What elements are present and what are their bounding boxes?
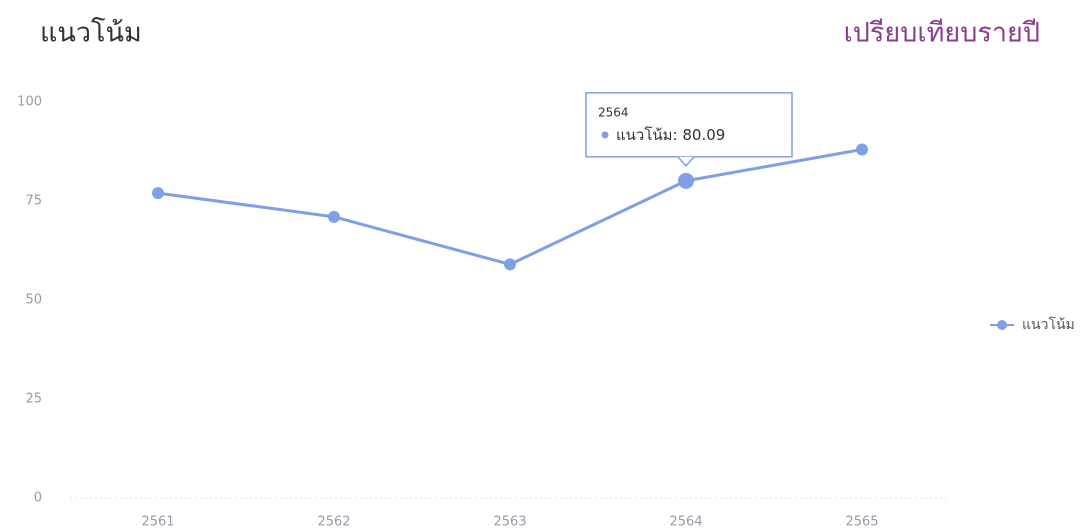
y-tick-label: 100 (17, 95, 42, 110)
tooltip-title: 2564 (598, 105, 629, 119)
point (504, 258, 516, 271)
x-tick-label: 2564 (669, 515, 702, 529)
y-tick-label: 25 (25, 392, 42, 407)
x-tick-label: 2563 (493, 515, 526, 529)
tooltip-value: 80.09 (682, 125, 725, 143)
point (856, 143, 868, 156)
point (152, 187, 164, 200)
x-tick-label: 2561 (141, 515, 174, 529)
tooltip-text: แนวโน้ม: 80.09 (616, 125, 725, 143)
point (328, 210, 340, 223)
tooltip-sep: : (673, 125, 683, 143)
tooltip-series: แนวโน้ม (616, 125, 673, 143)
tooltip-box (585, 92, 793, 158)
x-tick-label: 2565 (845, 515, 878, 529)
chart-title: แนวโน้ม (40, 18, 142, 49)
tooltip-marker (601, 131, 609, 139)
x-tick-label: 2562 (317, 515, 350, 529)
tooltip-pointer (677, 156, 695, 167)
y-tick-label: 50 (25, 293, 42, 308)
legend-marker (997, 320, 1007, 330)
point (678, 172, 694, 189)
chart-subtitle: เปรียบเทียบรายปี (844, 18, 1040, 49)
line (157, 148, 863, 266)
y-tick-label: 0 (34, 491, 42, 506)
legend-label: แนวโน้ม (1022, 316, 1075, 333)
y-tick-label: 75 (25, 194, 42, 209)
